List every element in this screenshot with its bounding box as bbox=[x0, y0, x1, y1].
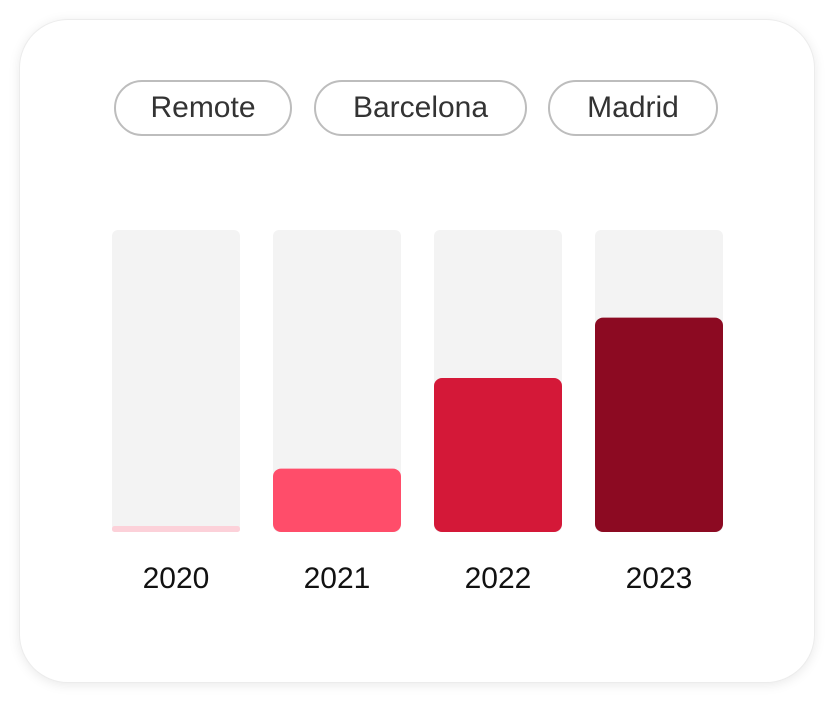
x-tick-label-2022: 2022 bbox=[465, 562, 532, 595]
bar-2023[interactable] bbox=[595, 317, 723, 532]
filter-chip-madrid[interactable]: Madrid bbox=[548, 80, 718, 136]
chart-card: Remote Barcelona Madrid 2020 2021 2022 2… bbox=[20, 20, 814, 682]
bars-layer bbox=[112, 230, 723, 532]
x-tick-label-2023: 2023 bbox=[626, 562, 693, 595]
bar-2022[interactable] bbox=[434, 377, 562, 532]
filter-chip-remote[interactable]: Remote bbox=[114, 80, 292, 136]
bar-track-2021 bbox=[273, 230, 401, 532]
x-tick-label-2020: 2020 bbox=[143, 562, 210, 595]
x-tick-labels: 2020 2021 2022 2023 bbox=[143, 562, 693, 595]
bar-track-2020 bbox=[112, 230, 240, 532]
bar-2021[interactable] bbox=[273, 468, 401, 532]
filter-chip-barcelona[interactable]: Barcelona bbox=[314, 80, 527, 136]
bar-chart: 2020 2021 2022 2023 bbox=[112, 230, 723, 595]
x-tick-label-2021: 2021 bbox=[304, 562, 371, 595]
bar-2020[interactable] bbox=[112, 525, 240, 532]
